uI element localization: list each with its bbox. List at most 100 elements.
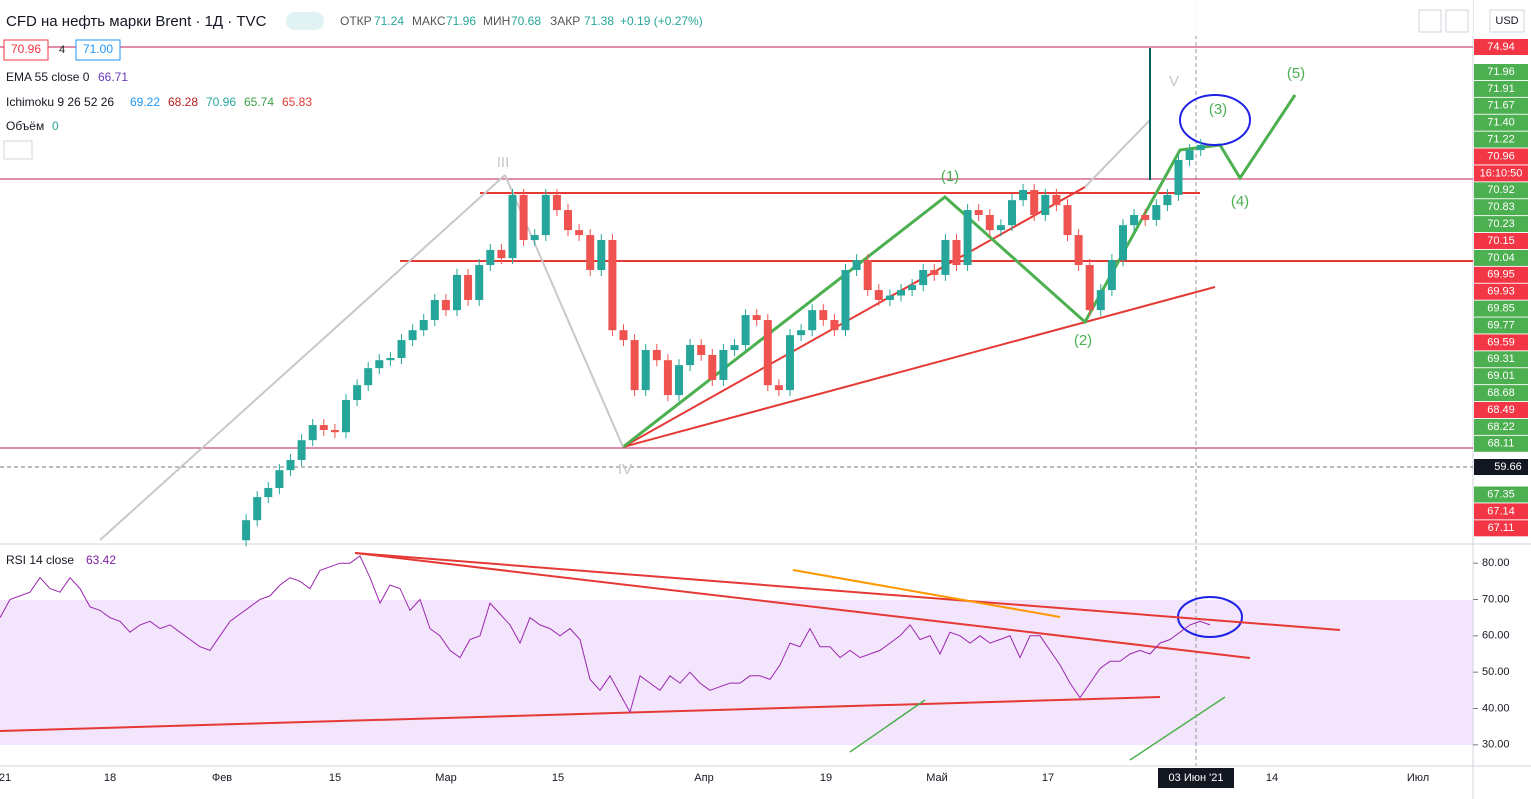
candle xyxy=(486,249,495,266)
indicator-value: 68.28 xyxy=(168,95,198,109)
candle xyxy=(453,274,461,311)
price-label: 71.91 xyxy=(1487,83,1515,95)
candle xyxy=(575,230,584,236)
indicator-value: 69.22 xyxy=(130,95,160,109)
candle xyxy=(885,295,894,300)
candle xyxy=(408,330,417,341)
candle xyxy=(730,345,739,350)
time-label: Июл xyxy=(1407,772,1429,784)
price-label-bg xyxy=(1474,486,1528,503)
rsi-line xyxy=(0,555,1211,714)
price-label-bg xyxy=(1474,368,1528,385)
candle xyxy=(1130,215,1139,226)
candle xyxy=(763,320,772,386)
candle xyxy=(686,345,695,366)
candle xyxy=(819,310,828,321)
candle xyxy=(786,335,794,391)
candle xyxy=(464,274,473,300)
price-label: 68.49 xyxy=(1487,404,1515,416)
price-label-bg xyxy=(1474,233,1528,249)
price-label-bg xyxy=(1474,385,1528,402)
candle xyxy=(852,260,861,270)
price-label-bg xyxy=(1474,80,1528,97)
price-label-bg xyxy=(1474,418,1528,435)
candle xyxy=(364,368,373,386)
price-label-bg xyxy=(1474,97,1528,114)
candle xyxy=(386,357,395,361)
candle xyxy=(908,285,917,291)
price-label-bg xyxy=(1474,334,1528,351)
time-label: 19 xyxy=(820,772,832,784)
time-label: 18 xyxy=(104,772,116,784)
candle xyxy=(708,354,717,380)
candle xyxy=(663,360,672,396)
trendline xyxy=(1084,119,1151,188)
ask: 71.00 xyxy=(83,42,113,56)
candle xyxy=(541,194,550,236)
candle xyxy=(641,349,650,391)
wave-drawing xyxy=(622,94,1297,449)
y-tick-label: 40.00 xyxy=(1482,702,1510,714)
price-label: 70.92 xyxy=(1487,184,1515,196)
candle xyxy=(242,520,251,541)
candle xyxy=(441,299,450,311)
price-label: 67.14 xyxy=(1487,505,1515,517)
indicator-value: 70.96 xyxy=(206,95,236,109)
price-label: 71.40 xyxy=(1487,117,1515,129)
candle xyxy=(519,194,528,241)
candle xyxy=(974,210,983,216)
candle xyxy=(930,269,939,275)
candle xyxy=(1008,200,1016,226)
candle xyxy=(1096,290,1105,311)
candle xyxy=(375,360,384,369)
rsi-trendline xyxy=(792,569,1061,618)
price-label-bg xyxy=(1474,114,1528,131)
price-label: 71.22 xyxy=(1487,134,1515,146)
candle xyxy=(475,265,484,300)
price-label: 71.96 xyxy=(1487,66,1515,78)
candle xyxy=(697,345,706,355)
price-label: 70.15 xyxy=(1487,235,1515,247)
candle xyxy=(963,210,972,266)
time-label: 15 xyxy=(329,772,341,784)
candle xyxy=(719,349,728,380)
trendline xyxy=(622,186,1086,448)
candle xyxy=(741,315,750,346)
candle xyxy=(996,225,1005,231)
candle xyxy=(530,235,539,241)
candle xyxy=(1052,194,1061,206)
price-label: 69.59 xyxy=(1487,336,1515,348)
price-label-bg xyxy=(1474,351,1528,368)
collapse-button[interactable] xyxy=(3,140,33,160)
currency: USD xyxy=(1495,15,1518,27)
price-label-bg xyxy=(1474,435,1528,452)
price-label: 69.85 xyxy=(1487,303,1515,315)
button[interactable] xyxy=(1445,9,1469,33)
candle xyxy=(253,497,262,521)
ohlc-label: ЗАКР xyxy=(550,14,580,28)
price-label-bg xyxy=(1474,148,1528,165)
trendline xyxy=(99,174,506,541)
price-label: 70.04 xyxy=(1487,252,1515,264)
annotation: (3) xyxy=(1209,101,1227,118)
price-label: 59.66 xyxy=(1494,461,1522,473)
indicator-value: 63.42 xyxy=(86,553,116,567)
y-tick-label: 80.00 xyxy=(1482,557,1510,569)
trendline xyxy=(622,286,1216,448)
annotation: III xyxy=(497,154,510,171)
bid-box[interactable] xyxy=(3,39,49,61)
candle xyxy=(952,240,961,266)
annotation: IV xyxy=(618,461,632,478)
candle xyxy=(619,330,628,341)
candle xyxy=(630,340,639,391)
price-label: 69.95 xyxy=(1487,269,1515,281)
candle xyxy=(397,340,406,358)
price-label-bg xyxy=(1474,266,1528,283)
candle xyxy=(564,210,572,231)
price-label-bg xyxy=(1474,39,1528,55)
ask-box[interactable] xyxy=(75,39,121,61)
ohlc-value: 70.68 xyxy=(511,14,541,28)
currency-button[interactable] xyxy=(1489,9,1525,33)
button[interactable] xyxy=(1418,9,1442,33)
time-label: Фев xyxy=(212,772,232,784)
